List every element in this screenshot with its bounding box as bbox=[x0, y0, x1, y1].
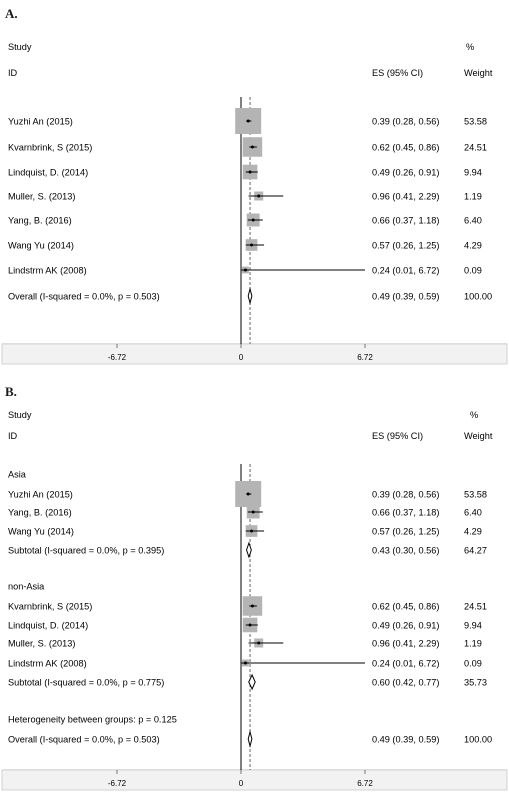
weight-value: 0.09 bbox=[464, 266, 482, 276]
study-label: Wang Yu (2014) bbox=[8, 527, 74, 537]
study-label: Yuzhi An (2015) bbox=[8, 490, 73, 500]
es-ci-value: 0.57 (0.26, 1.25) bbox=[372, 527, 439, 537]
header-study: Study bbox=[8, 410, 32, 420]
forest-plot-a-svg: Study ID ES (95% CI)% Weight -6.72 0 6.72 Yuzhi… bbox=[1, 42, 508, 365]
point-estimate bbox=[250, 145, 254, 149]
header-study: Study bbox=[8, 42, 32, 52]
pooled-label: Subtotal (I-squared = 0.0%, p = 0.395) bbox=[8, 546, 164, 556]
forest-plot-a: A. Study ID ES (95% CI)% Weight -6.72 0 6.72 Yu… bbox=[0, 0, 509, 378]
weight-value: 1.19 bbox=[464, 192, 482, 202]
weight-value: 9.94 bbox=[464, 168, 482, 178]
es-ci-value: 0.43 (0.30, 0.56) bbox=[372, 546, 439, 556]
forest-plot-b-svg: Study ID ES (95% CI)% Weight -6.72 0 6.72 Asia Y… bbox=[1, 410, 508, 791]
point-estimate bbox=[248, 623, 252, 627]
study-label: Yuzhi An (2015) bbox=[8, 117, 73, 127]
header-id: ID bbox=[8, 68, 18, 78]
point-estimate bbox=[251, 510, 255, 514]
es-ci-value: 0.66 (0.37, 1.18) bbox=[372, 508, 439, 518]
pooled-label: Overall (I-squared = 0.0%, p = 0.503) bbox=[8, 735, 160, 745]
weight-value: 1.19 bbox=[464, 639, 482, 649]
weight-value: 24.51 bbox=[464, 602, 487, 612]
heterogeneity-note: Heterogeneity between groups: p = 0.125 bbox=[8, 715, 177, 725]
study-label: Yang, B. (2016) bbox=[8, 508, 72, 518]
es-ci-value: 0.62 (0.45, 0.86) bbox=[372, 143, 439, 153]
point-estimate bbox=[257, 194, 261, 198]
x-tick-label: 6.72 bbox=[357, 353, 373, 362]
x-axis-band bbox=[1, 769, 508, 791]
study-label: Kvarnbrink, S (2015) bbox=[8, 602, 92, 612]
weight-value: 24.51 bbox=[464, 143, 487, 153]
weight-value: 6.40 bbox=[464, 508, 482, 518]
es-ci-value: 0.49 (0.39, 0.59) bbox=[372, 735, 439, 745]
subgroup-label: Asia bbox=[8, 470, 27, 480]
weight-value: 100.00 bbox=[464, 735, 492, 745]
weight-value: 0.09 bbox=[464, 659, 482, 669]
point-estimate bbox=[246, 492, 250, 496]
weight-value: 9.94 bbox=[464, 621, 482, 631]
point-estimate bbox=[246, 119, 250, 123]
es-ci-value: 0.49 (0.26, 0.91) bbox=[372, 621, 439, 631]
weight-value: 6.40 bbox=[464, 216, 482, 226]
es-ci-value: 0.24 (0.01, 6.72) bbox=[372, 266, 439, 276]
header-weight: Weight bbox=[464, 68, 493, 78]
es-ci-value: 0.39 (0.28, 0.56) bbox=[372, 117, 439, 127]
weight-value: 64.27 bbox=[464, 546, 487, 556]
x-tick-label: 6.72 bbox=[357, 779, 373, 788]
es-ci-value: 0.49 (0.26, 0.91) bbox=[372, 168, 439, 178]
pooled-diamond bbox=[246, 541, 252, 559]
study-label: Kvarnbrink, S (2015) bbox=[8, 143, 92, 153]
point-estimate bbox=[243, 268, 247, 272]
es-ci-value: 0.96 (0.41, 2.29) bbox=[372, 639, 439, 649]
pooled-label: Overall (I-squared = 0.0%, p = 0.503) bbox=[8, 292, 160, 302]
study-label: Lindquist, D. (2014) bbox=[8, 621, 88, 631]
study-label: Wang Yu (2014) bbox=[8, 241, 74, 251]
es-ci-value: 0.66 (0.37, 1.18) bbox=[372, 216, 439, 226]
header-weight: Weight bbox=[464, 431, 493, 441]
point-estimate bbox=[250, 604, 254, 608]
weight-value: 4.29 bbox=[464, 241, 482, 251]
panel-label: A. bbox=[5, 6, 18, 21]
x-tick-label: 0 bbox=[239, 353, 244, 362]
pooled-diamond bbox=[247, 730, 253, 748]
header-percent: % bbox=[470, 410, 478, 420]
header-id: ID bbox=[8, 431, 18, 441]
point-estimate bbox=[250, 529, 254, 533]
point-estimate bbox=[243, 661, 247, 665]
header-es-ci: ES (95% CI) bbox=[372, 68, 423, 78]
x-tick-label: -6.72 bbox=[108, 779, 127, 788]
study-label: Muller, S. (2013) bbox=[8, 192, 75, 202]
header-percent: % bbox=[466, 42, 474, 52]
es-ci-value: 0.24 (0.01, 6.72) bbox=[372, 659, 439, 669]
x-axis-band bbox=[1, 343, 508, 365]
es-ci-value: 0.39 (0.28, 0.56) bbox=[372, 490, 439, 500]
weight-value: 53.58 bbox=[464, 490, 487, 500]
weight-value: 4.29 bbox=[464, 527, 482, 537]
es-ci-value: 0.96 (0.41, 2.29) bbox=[372, 192, 439, 202]
pooled-diamond bbox=[247, 287, 253, 305]
es-ci-value: 0.60 (0.42, 0.77) bbox=[372, 678, 439, 688]
point-estimate bbox=[257, 641, 261, 645]
es-ci-value: 0.57 (0.26, 1.25) bbox=[372, 241, 439, 251]
weight-value: 53.58 bbox=[464, 117, 487, 127]
weight-value: 100.00 bbox=[464, 292, 492, 302]
study-label: Muller, S. (2013) bbox=[8, 639, 75, 649]
x-tick-label: -6.72 bbox=[108, 353, 127, 362]
point-estimate bbox=[251, 218, 255, 222]
study-label: Yang, B. (2016) bbox=[8, 216, 72, 226]
forest-plot-b: B. Study ID ES (95% CI)% Weight -6.72 0 6.72 As… bbox=[0, 378, 509, 802]
study-label: Lindstrm AK (2008) bbox=[8, 659, 87, 669]
subgroup-label: non-Asia bbox=[8, 582, 45, 592]
es-ci-value: 0.62 (0.45, 0.86) bbox=[372, 602, 439, 612]
point-estimate bbox=[248, 170, 252, 174]
pooled-label: Subtotal (I-squared = 0.0%, p = 0.775) bbox=[8, 678, 164, 688]
study-label: Lindstrm AK (2008) bbox=[8, 266, 87, 276]
point-estimate bbox=[250, 243, 254, 247]
weight-value: 35.73 bbox=[464, 678, 487, 688]
header-es-ci: ES (95% CI) bbox=[372, 431, 423, 441]
es-ci-value: 0.49 (0.39, 0.59) bbox=[372, 292, 439, 302]
study-label: Lindquist, D. (2014) bbox=[8, 168, 88, 178]
x-tick-label: 0 bbox=[239, 779, 244, 788]
pooled-diamond bbox=[248, 673, 256, 691]
panel-label: B. bbox=[5, 384, 17, 399]
